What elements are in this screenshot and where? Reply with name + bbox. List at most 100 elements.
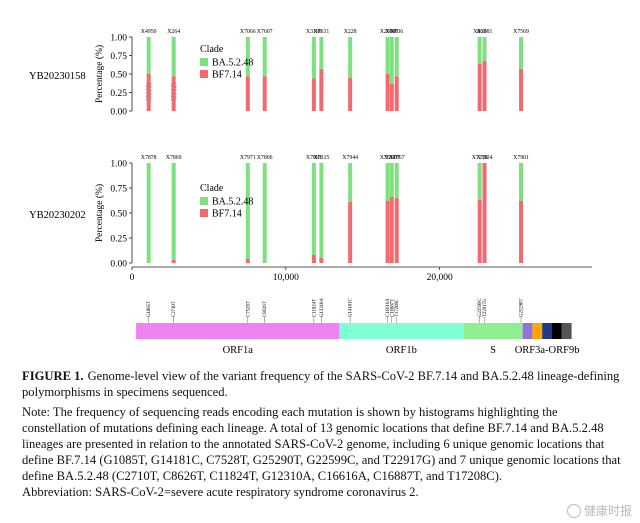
bar-segment-ba5248 bbox=[389, 37, 394, 84]
figure-title-text: Genome-level view of the variant frequen… bbox=[22, 369, 620, 399]
bar-segment-bf714 bbox=[171, 76, 176, 111]
bar-segment-ba5248 bbox=[389, 163, 394, 197]
mutation-label: G22599C bbox=[478, 298, 483, 317]
bar-segment-ba5248 bbox=[394, 163, 399, 198]
sample-id-label: YB20230158 bbox=[29, 71, 86, 82]
mutation-label: G25290T bbox=[520, 299, 525, 317]
gene-label: ORF1b bbox=[386, 345, 417, 356]
y-tick-label: 0.75 bbox=[110, 52, 127, 62]
bar-segment-bf714 bbox=[519, 201, 524, 263]
bar-label: X7631 bbox=[380, 155, 396, 161]
sample-id-label: YB20230202 bbox=[29, 210, 86, 221]
bar-segment-ba5248 bbox=[245, 37, 250, 77]
gene-segment bbox=[532, 323, 543, 339]
bar-segment-bf714 bbox=[319, 258, 324, 263]
y-tick-label: 1.00 bbox=[110, 160, 127, 170]
mutation-label: C16616A bbox=[386, 298, 391, 317]
figure-title: FIGURE 1. Genome-level view of the varian… bbox=[22, 368, 622, 400]
bar-segment-bf714 bbox=[171, 260, 176, 263]
y-tick-label: 0.50 bbox=[110, 210, 127, 220]
y-tick-label: 0.75 bbox=[110, 185, 127, 195]
mutation-label: G14181C bbox=[349, 298, 354, 317]
legend-swatch bbox=[200, 197, 208, 205]
figure-abbreviation: Abbreviation: SARS-CoV-2=severe acute re… bbox=[22, 485, 419, 499]
bar-segment-bf714 bbox=[389, 197, 394, 263]
bar-segment-bf714 bbox=[245, 259, 250, 263]
bar-label: X7971 bbox=[240, 155, 256, 161]
legend-entry-label: BF7.14 bbox=[212, 209, 242, 220]
bar-label: X4950 bbox=[141, 29, 157, 35]
gene-segment bbox=[136, 323, 340, 339]
bar-segment-bf714 bbox=[311, 255, 316, 263]
mutation-label: C11824T bbox=[312, 299, 317, 317]
bar-segment-ba5248 bbox=[385, 163, 390, 201]
bar-segment-ba5248 bbox=[319, 163, 324, 258]
bar-label: X7944 bbox=[342, 155, 358, 161]
bar-segment-ba5248 bbox=[262, 163, 267, 263]
bar-label: X7631 bbox=[313, 29, 329, 35]
bar-segment-ba5248 bbox=[245, 163, 250, 259]
mutation-label: C16887T bbox=[390, 299, 395, 317]
bar-label: X863 bbox=[473, 29, 486, 35]
mutation-label: C8626T bbox=[263, 301, 268, 317]
bar-label: X7907 bbox=[384, 155, 400, 161]
y-tick-label: 0.00 bbox=[110, 108, 127, 118]
mutation-label: T22917G bbox=[483, 298, 488, 317]
bar-label: X7901 bbox=[513, 155, 529, 161]
bar-segment-bf714 bbox=[385, 74, 390, 111]
figure-caption: FIGURE 1. Genome-level view of the varian… bbox=[22, 368, 622, 500]
figure-note: Note: The frequency of sequencing reads … bbox=[22, 405, 621, 483]
gene-segment bbox=[339, 323, 464, 339]
bar-segment-ba5248 bbox=[477, 163, 482, 200]
watermark-text: 健康时报 bbox=[583, 504, 632, 518]
x-tick-label: 10,000 bbox=[273, 273, 299, 283]
legend-title: Clade bbox=[200, 183, 224, 194]
x-tick-label: 0 bbox=[130, 273, 135, 283]
legend-swatch bbox=[200, 58, 208, 66]
bar-segment-bf714 bbox=[319, 68, 324, 111]
bar-label: X7869 bbox=[166, 155, 182, 161]
bar-label: X7806 bbox=[257, 155, 273, 161]
bar-segment-bf714 bbox=[385, 201, 390, 263]
y-tick-label: 1.00 bbox=[110, 34, 127, 44]
bar-segment-ba5248 bbox=[394, 37, 399, 77]
legend-swatch bbox=[200, 70, 208, 78]
legend-swatch bbox=[200, 209, 208, 217]
bar-label: X736 bbox=[390, 29, 403, 35]
bar-segment-ba5248 bbox=[348, 37, 353, 78]
watermark: 健康时报 bbox=[566, 502, 632, 519]
bar-segment-bf714 bbox=[394, 76, 399, 111]
bar-segment-ba5248 bbox=[311, 163, 316, 255]
bar-segment-ba5248 bbox=[348, 163, 353, 202]
bar-label: X7569 bbox=[513, 29, 529, 35]
bar-label: X7607 bbox=[257, 29, 273, 35]
y-tick-label: 0.00 bbox=[110, 260, 127, 270]
bar-segment-ba5248 bbox=[146, 163, 151, 263]
legend-entry-label: BF7.14 bbox=[212, 70, 242, 81]
legend-title: Clade bbox=[200, 44, 224, 55]
bar-label: X7891 bbox=[306, 155, 322, 161]
bar-segment-ba5248 bbox=[171, 37, 176, 77]
bar-segment-ba5248 bbox=[385, 37, 390, 74]
bar-segment-bf714 bbox=[394, 198, 399, 263]
bar-segment-bf714 bbox=[477, 63, 482, 111]
bar-segment-ba5248 bbox=[146, 37, 151, 74]
bar-segment-bf714 bbox=[348, 202, 353, 263]
bar-label: X3198 bbox=[306, 29, 322, 35]
bar-segment-bf714 bbox=[482, 163, 487, 263]
gene-label: ORF3a-ORF9b bbox=[515, 345, 580, 356]
bar-segment-bf714 bbox=[389, 83, 394, 111]
legend-entry-label: BA.5.2.48 bbox=[212, 58, 253, 69]
bar-label: X7867 bbox=[389, 155, 405, 161]
gene-label: S bbox=[490, 345, 496, 356]
mutation-label: G1085T bbox=[147, 301, 152, 317]
bar-label: X7066 bbox=[240, 29, 256, 35]
bar-segment-ba5248 bbox=[262, 37, 267, 77]
bar-segment-ba5248 bbox=[477, 37, 482, 64]
bar-label: X228 bbox=[344, 29, 357, 35]
bar-segment-ba5248 bbox=[319, 37, 324, 69]
y-tick-label: 0.50 bbox=[110, 71, 127, 81]
bar-segment-ba5248 bbox=[519, 163, 524, 201]
gene-label: ORF1a bbox=[223, 345, 254, 356]
bar-segment-ba5248 bbox=[311, 37, 316, 79]
